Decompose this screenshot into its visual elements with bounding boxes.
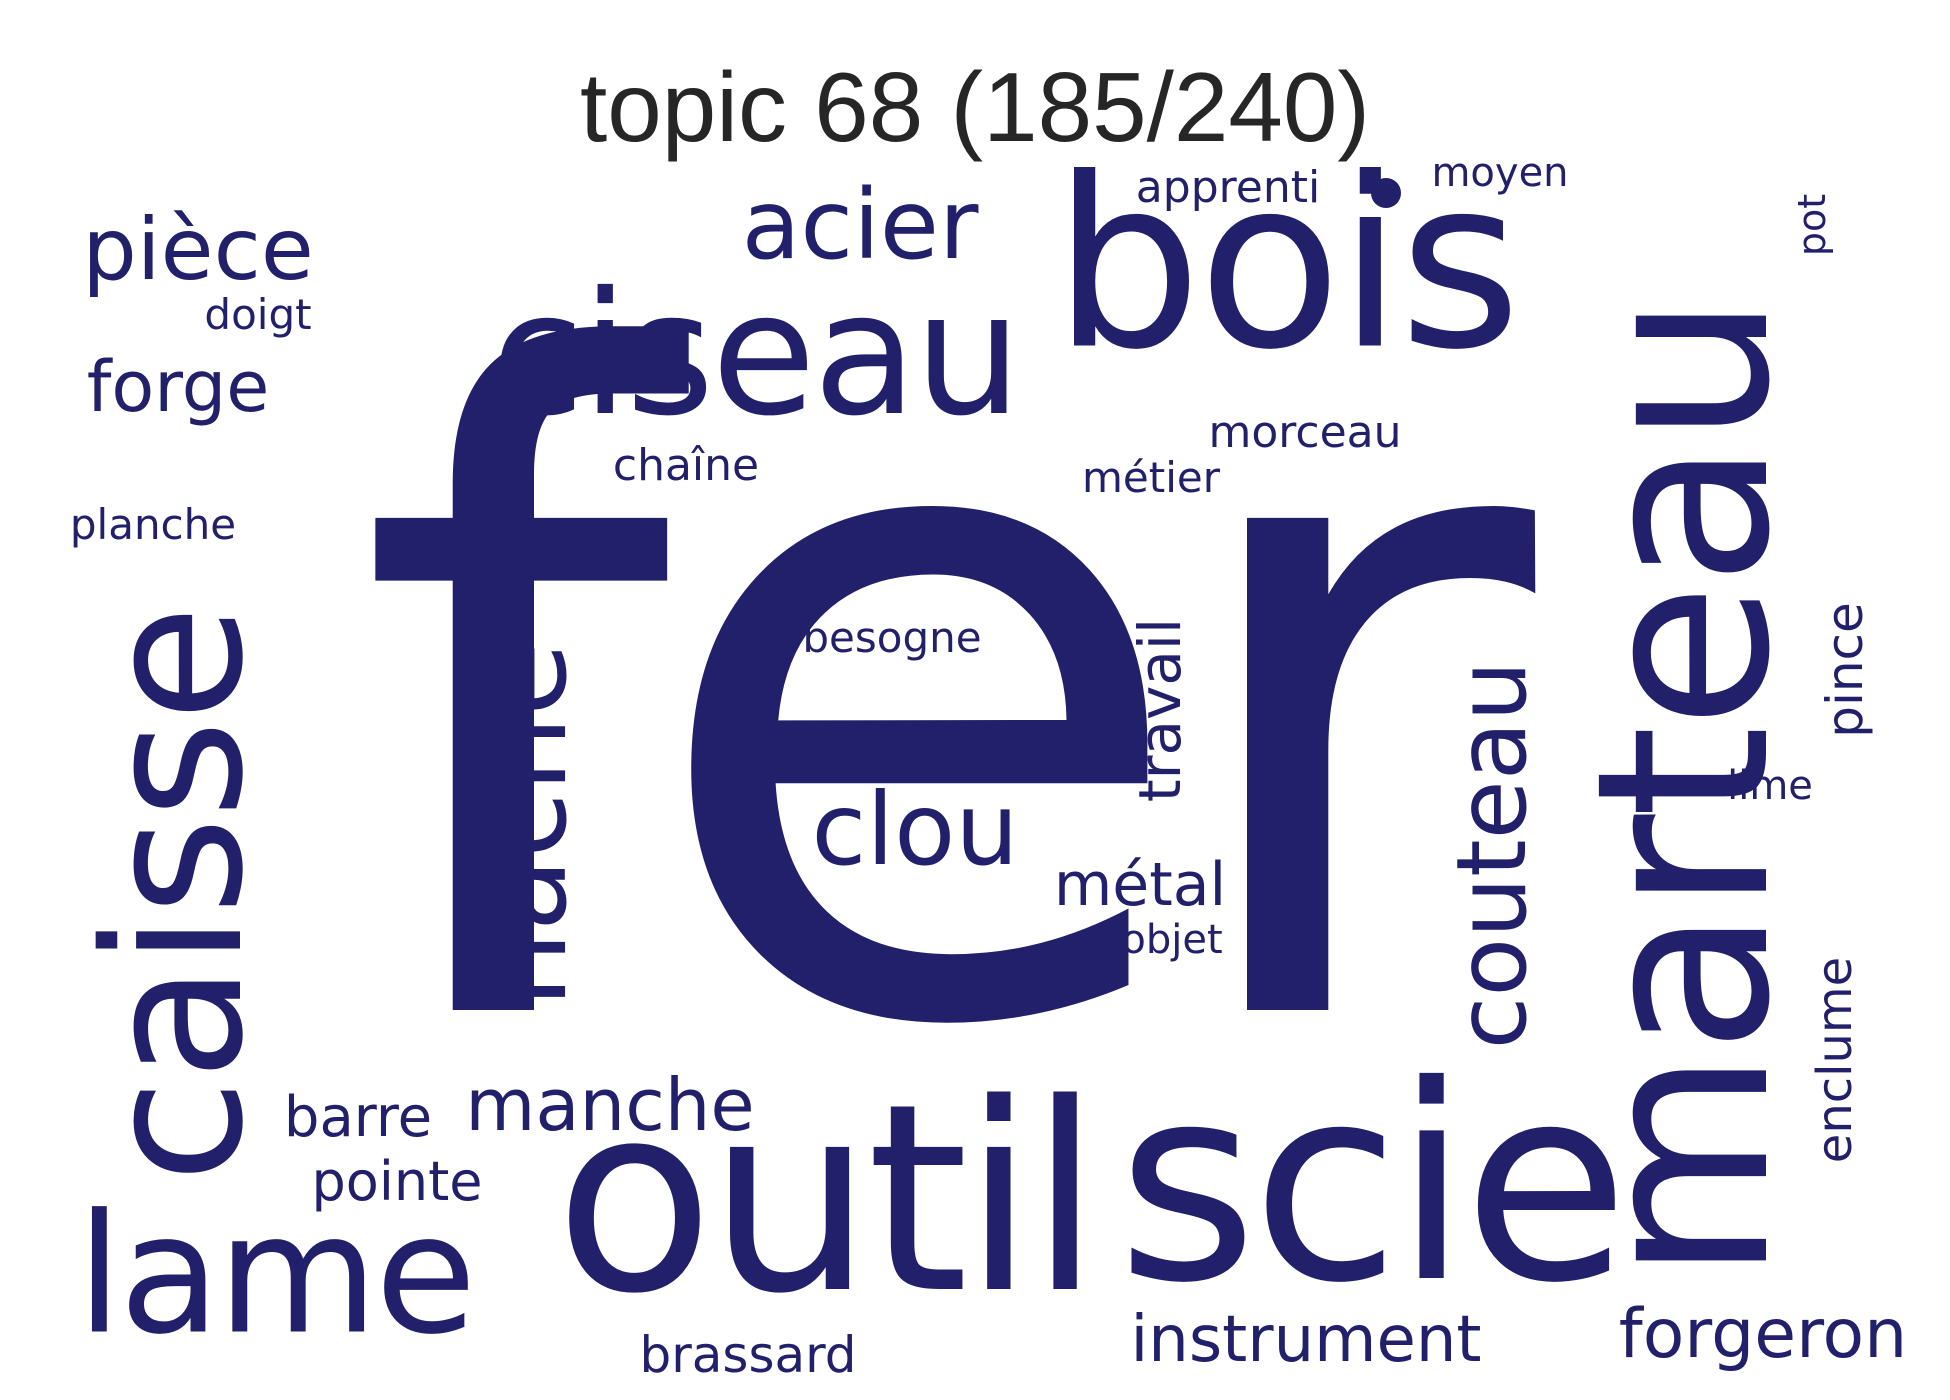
word-forge: forge: [86, 346, 270, 428]
word-hache: hache: [455, 642, 594, 1008]
word-lame: lame: [76, 1178, 476, 1371]
word-forgeron: forgeron: [1618, 1295, 1908, 1374]
word-manche: manche: [465, 1063, 755, 1147]
word-objet: objet: [1121, 917, 1223, 963]
word-outil: outil: [554, 1049, 1101, 1351]
word-doigt: doigt: [204, 290, 312, 339]
word-barre: barre: [283, 1085, 433, 1150]
word-travail: travail: [1126, 617, 1194, 803]
word-apprenti: apprenti: [1135, 162, 1321, 213]
word-besogne: besogne: [802, 613, 982, 662]
dot-mark: [1371, 178, 1401, 208]
word-couteau: couteau: [1436, 660, 1548, 1050]
word-lime: lime: [1727, 763, 1813, 809]
word-fer: fer: [354, 176, 1536, 1223]
word-morceau: morceau: [1208, 407, 1402, 458]
word-enclume: enclume: [1807, 956, 1863, 1164]
word-pointe: pointe: [311, 1150, 483, 1213]
word-metal: métal: [1053, 850, 1227, 920]
word-chaine: chaîne: [612, 440, 760, 491]
word-pince: pince: [1816, 602, 1874, 738]
word-bois: bois: [1052, 128, 1522, 402]
word-caisse: caisse: [64, 606, 285, 1184]
word-brassard: brassard: [639, 1326, 857, 1384]
word-ciseau: ciseau: [491, 256, 1022, 454]
word-instrument: instrument: [1130, 1303, 1482, 1377]
word-moyen: moyen: [1431, 150, 1569, 196]
word-pot: pot: [1790, 193, 1834, 257]
word-scie: scie: [1116, 1027, 1629, 1342]
chart-title: topic 68 (185/240): [580, 52, 1370, 162]
word-clou: clou: [811, 771, 1019, 888]
word-piece: pièce: [82, 200, 314, 300]
word-acier: acier: [741, 169, 979, 281]
word-planche: planche: [69, 500, 237, 549]
word-metier: métier: [1082, 453, 1220, 502]
